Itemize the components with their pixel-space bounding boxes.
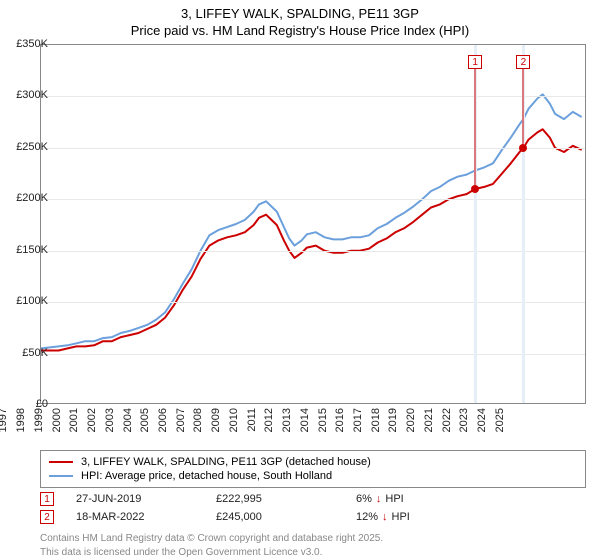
y-tick-label: £200K — [16, 192, 48, 204]
sale-row-delta: 6% ↓HPI — [356, 493, 404, 505]
y-tick-label: £50K — [22, 347, 48, 359]
down-arrow-icon: ↓ — [382, 511, 388, 523]
y-gridline — [41, 199, 585, 200]
y-tick-label: £250K — [16, 141, 48, 153]
plot-area: 12 — [40, 44, 586, 404]
footer-attribution: Contains HM Land Registry data © Crown c… — [40, 532, 586, 559]
chart-container: 3, LIFFEY WALK, SPALDING, PE11 3GP Price… — [0, 0, 600, 560]
y-gridline — [41, 302, 585, 303]
sale-row-delta-pct: 12% — [356, 511, 378, 523]
sale-marker-stem — [523, 69, 524, 148]
legend-swatch — [49, 461, 73, 463]
chart-title-address: 3, LIFFEY WALK, SPALDING, PE11 3GP — [0, 6, 600, 21]
footer-line-2: This data is licensed under the Open Gov… — [40, 546, 586, 560]
series-price_paid — [41, 129, 582, 350]
sale-row-flag: 1 — [40, 492, 54, 506]
sale-row-hpi-label: HPI — [392, 511, 410, 523]
y-tick-label: £350K — [16, 38, 48, 50]
y-gridline — [41, 96, 585, 97]
sale-marker-stem — [475, 69, 476, 189]
x-tick-label: 2025 — [494, 408, 600, 432]
y-gridline — [41, 354, 585, 355]
sale-row-hpi-label: HPI — [385, 493, 403, 505]
sale-row-delta: 12% ↓ HPI — [356, 511, 410, 523]
legend-label: 3, LIFFEY WALK, SPALDING, PE11 3GP (deta… — [81, 456, 371, 468]
series-hpi — [41, 94, 582, 348]
y-tick-label: £300K — [16, 89, 48, 101]
sale-marker-flag: 2 — [516, 55, 530, 69]
sale-row-price: £222,995 — [216, 493, 356, 505]
y-gridline — [41, 251, 585, 252]
y-tick-label: £150K — [16, 244, 48, 256]
legend-swatch — [49, 475, 73, 477]
y-tick-label: £100K — [16, 295, 48, 307]
down-arrow-icon: ↓ — [376, 493, 382, 505]
footer-line-1: Contains HM Land Registry data © Crown c… — [40, 532, 586, 546]
chart-lines — [41, 45, 587, 405]
sale-row-price: £245,000 — [216, 511, 356, 523]
sale-row-delta-pct: 6% — [356, 493, 372, 505]
legend: 3, LIFFEY WALK, SPALDING, PE11 3GP (deta… — [40, 450, 586, 488]
chart-title-subtitle: Price paid vs. HM Land Registry's House … — [0, 23, 600, 38]
legend-row: HPI: Average price, detached house, Sout… — [49, 469, 577, 483]
sale-row-date: 18-MAR-2022 — [76, 511, 216, 523]
sale-row-flag: 2 — [40, 510, 54, 524]
legend-label: HPI: Average price, detached house, Sout… — [81, 470, 332, 482]
sale-row: 2 18-MAR-2022£245,00012% ↓ HPI — [40, 510, 586, 524]
sale-marker-flag: 1 — [468, 55, 482, 69]
sale-row: 1 27-JUN-2019£222,9956% ↓HPI — [40, 492, 586, 506]
y-gridline — [41, 148, 585, 149]
legend-row: 3, LIFFEY WALK, SPALDING, PE11 3GP (deta… — [49, 455, 577, 469]
sale-row-date: 27-JUN-2019 — [76, 493, 216, 505]
title-block: 3, LIFFEY WALK, SPALDING, PE11 3GP Price… — [0, 0, 600, 38]
